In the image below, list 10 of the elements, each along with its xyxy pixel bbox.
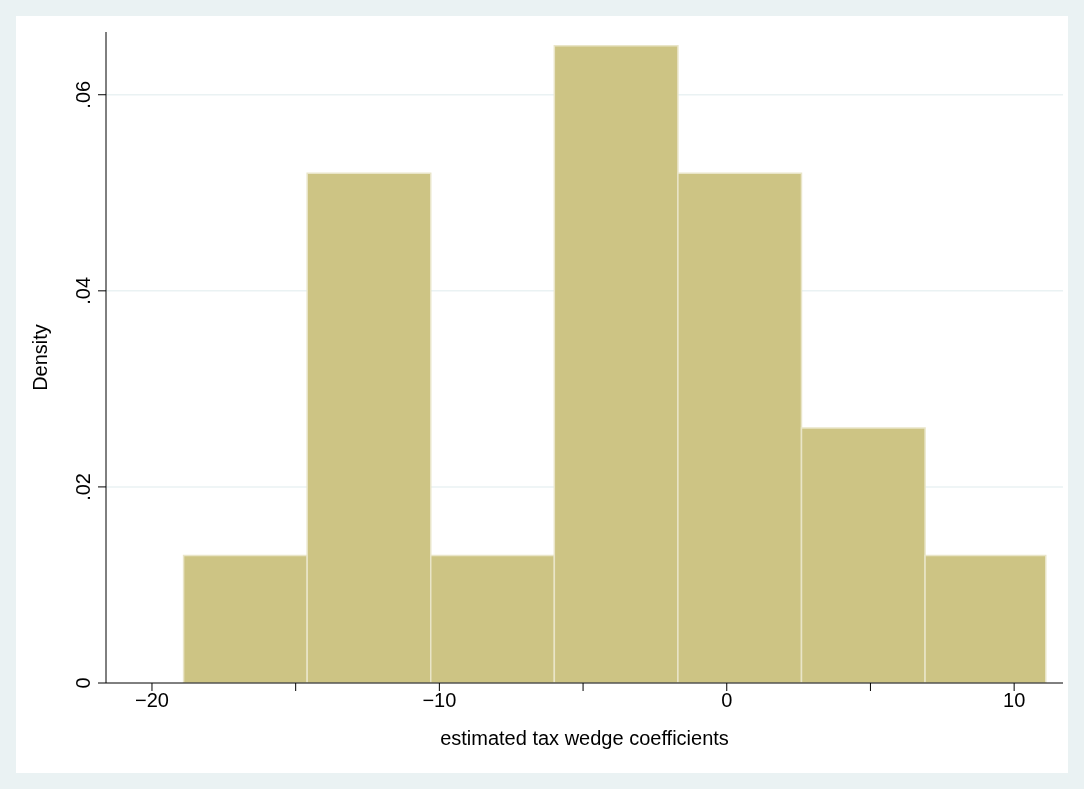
x-tick-label: 10: [1003, 689, 1026, 712]
y-tick-label: 0: [72, 677, 94, 689]
x-tick-label: −10: [422, 689, 457, 712]
y-axis-title: Density: [29, 324, 52, 391]
x-tick-label: 0: [721, 689, 733, 712]
y-tick-label: .06: [72, 80, 94, 109]
y-tick-label: .04: [72, 276, 94, 305]
x-tick-label: −20: [135, 689, 169, 712]
y-tick-label: .02: [72, 473, 94, 501]
x-axis-title: estimated tax wedge coefficients: [440, 727, 729, 749]
